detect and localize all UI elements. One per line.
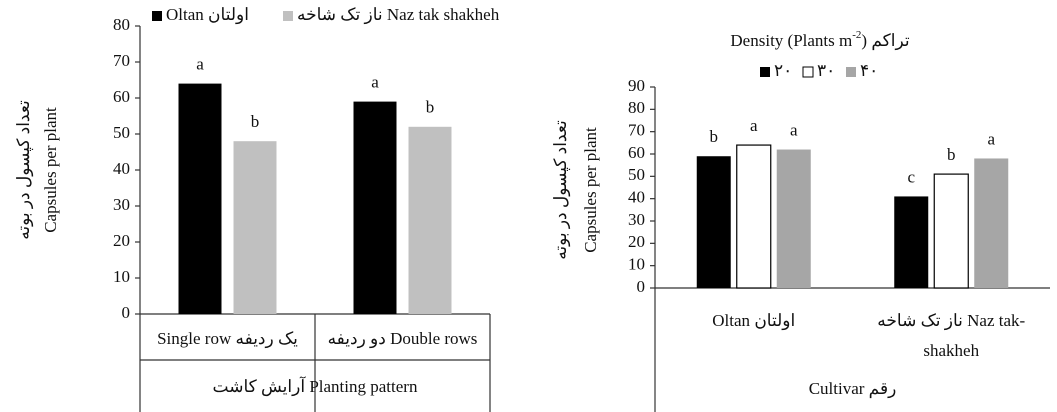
y-axis-label: Capsules per plant (41, 107, 60, 233)
significance-letter: a (987, 129, 995, 148)
x-tick-label: shakheh (923, 341, 979, 360)
y-tick-label: 0 (122, 303, 131, 322)
title-part: Density (Plants m (730, 31, 852, 50)
significance-letter: b (426, 98, 435, 117)
legend-swatch (846, 67, 856, 77)
x-tick-label: دو ردیفه Double rows (328, 329, 478, 349)
significance-letter: c (907, 167, 915, 186)
significance-letter: a (371, 73, 379, 92)
legend-label: ۲۰ (774, 61, 792, 80)
legend-label: Oltan اولتان (166, 5, 249, 25)
bar (933, 173, 969, 289)
x-tick-label: Single row یک ردیفه (157, 329, 298, 349)
y-tick-label: 0 (637, 277, 646, 296)
bar (974, 158, 1009, 288)
significance-letter: b (710, 127, 719, 146)
bar (178, 83, 222, 314)
legend-swatch (152, 11, 162, 21)
y-tick-label: 30 (113, 195, 130, 214)
y-tick-label: 50 (628, 165, 645, 184)
y-tick-label: 20 (113, 231, 130, 250)
x-axis-label: Cultivar رقم (809, 379, 897, 399)
significance-letter: b (947, 145, 956, 164)
y-tick-label: 70 (628, 121, 645, 140)
y-axis-label: Capsules per plant (581, 127, 600, 253)
y-tick-label: 30 (628, 210, 645, 229)
bar (408, 126, 452, 314)
legend-label: ۴۰ (860, 61, 878, 80)
x-tick-label: ناز تک شاخه Naz tak- (877, 311, 1025, 331)
title-sup: -2 (852, 29, 861, 41)
legend-swatch (802, 66, 814, 78)
significance-letter: a (750, 116, 758, 135)
y-tick-label: 60 (113, 87, 130, 106)
y-tick-label: 90 (628, 76, 645, 95)
significance-letter: b (251, 112, 260, 131)
bar (353, 101, 397, 314)
legend-swatch (283, 11, 293, 21)
y-axis-label: تعداد کپسول در بوته (14, 100, 34, 240)
y-tick-label: 40 (628, 188, 645, 207)
bar (776, 149, 811, 288)
y-tick-label: 20 (628, 232, 645, 251)
legend-label: ناز تک شاخه Naz tak shakheh (297, 5, 500, 25)
title-end: ) تراکم (861, 31, 909, 51)
legend-swatch (760, 67, 770, 77)
y-tick-label: 80 (628, 98, 645, 117)
y-tick-label: 10 (113, 267, 130, 286)
y-tick-label: 60 (628, 143, 645, 162)
legend-label: ۳۰ (817, 61, 835, 80)
bar (736, 144, 772, 289)
bar (894, 196, 929, 288)
x-tick-label: Oltan اولتان (712, 311, 795, 331)
significance-letter: a (196, 55, 204, 74)
y-tick-label: 10 (628, 255, 645, 274)
chart-title: Density (Plants m-2) تراکم (730, 29, 909, 51)
y-axis-label: تعداد کپسول در بوته (551, 120, 571, 260)
y-tick-label: 80 (113, 15, 130, 34)
bar (696, 156, 731, 288)
y-tick-label: 50 (113, 123, 130, 142)
y-tick-label: 40 (113, 159, 130, 178)
significance-letter: a (790, 120, 798, 139)
y-tick-label: 70 (113, 51, 130, 70)
bar (233, 141, 277, 314)
x-axis-label: آرایش کاشت Planting pattern (213, 375, 418, 397)
